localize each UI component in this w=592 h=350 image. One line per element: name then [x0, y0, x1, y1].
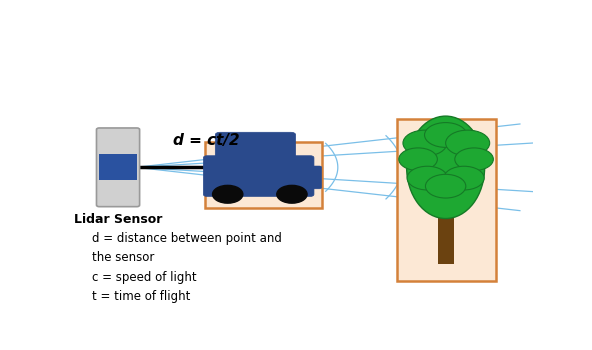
Ellipse shape — [407, 116, 485, 218]
Text: d = ct/2: d = ct/2 — [173, 133, 239, 148]
Text: c = speed of light: c = speed of light — [92, 271, 197, 284]
Circle shape — [424, 122, 466, 147]
Text: d = distance between point and: d = distance between point and — [92, 232, 282, 245]
Text: Lidar Sensor: Lidar Sensor — [75, 213, 163, 226]
Text: the sensor: the sensor — [92, 251, 155, 264]
Circle shape — [403, 130, 447, 156]
Text: t = time of flight: t = time of flight — [92, 290, 191, 303]
Circle shape — [213, 186, 243, 203]
Circle shape — [444, 166, 484, 190]
Circle shape — [407, 166, 448, 190]
Bar — [205, 142, 322, 208]
FancyBboxPatch shape — [204, 156, 314, 196]
FancyBboxPatch shape — [215, 132, 295, 162]
Circle shape — [426, 174, 466, 198]
Circle shape — [399, 148, 437, 170]
Circle shape — [455, 148, 493, 170]
Bar — [397, 119, 496, 280]
Bar — [438, 194, 454, 264]
Circle shape — [277, 186, 307, 203]
Bar — [99, 154, 137, 180]
Circle shape — [446, 130, 490, 156]
FancyBboxPatch shape — [96, 128, 140, 206]
FancyBboxPatch shape — [305, 166, 322, 189]
